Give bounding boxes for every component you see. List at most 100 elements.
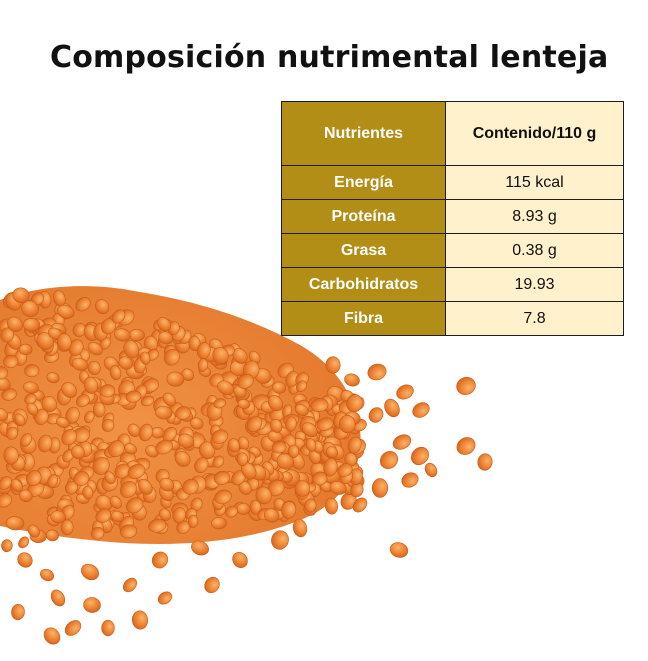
lentil-grain (40, 568, 54, 582)
lentil-grain (212, 346, 229, 365)
lentil-grain (84, 410, 95, 424)
lentil-grain (0, 366, 8, 380)
lentil-grain (232, 552, 248, 568)
lentil-grain (95, 508, 112, 523)
lentil-grain (248, 350, 261, 364)
nutrient-name: Grasa (281, 233, 446, 268)
lentil-grain (55, 416, 70, 428)
nutrient-value: 115 kcal (445, 165, 624, 200)
lentil-grain (338, 415, 356, 434)
lentil-grain (237, 373, 254, 389)
lentil-grain (50, 589, 66, 607)
lentil-grain (389, 542, 409, 558)
lentil-grain (138, 423, 153, 442)
lentil-grain (131, 610, 149, 630)
lentil-grain (227, 438, 240, 453)
lentil-grain (41, 396, 58, 413)
lentil-grain (5, 516, 25, 531)
lentil-grain (6, 316, 23, 332)
lentil-grain (456, 437, 476, 455)
lentil-grain (159, 508, 171, 521)
lentil-grain (271, 530, 289, 550)
lentil-grain (145, 445, 159, 458)
lentil-grain (477, 453, 493, 471)
lentil-grain (172, 507, 186, 524)
lentil-grain (182, 478, 199, 495)
lentil-grain (325, 356, 341, 374)
lentil-grain (99, 384, 116, 398)
lentil-grain (83, 376, 99, 394)
lentil-grain (174, 451, 191, 467)
table-row: Proteína 8.93 g (281, 199, 624, 234)
lentil-grain (3, 354, 19, 369)
lentil-grain (456, 376, 476, 396)
nutrition-table: Nutrientes Contenido/110 g Energía 115 k… (281, 101, 624, 336)
lentil-grain (304, 498, 317, 513)
lentil-grain (108, 440, 125, 458)
lentil-grain (11, 603, 25, 621)
lentil-grain (236, 452, 249, 467)
lentil-grain (21, 300, 39, 318)
lentil-grain (213, 470, 231, 485)
lentil-grain (104, 471, 116, 485)
lentil-grain (249, 499, 262, 516)
lentil-grain (57, 304, 75, 319)
lentil-grain (114, 328, 131, 342)
lentil-grain (352, 497, 368, 513)
lentil-grain (190, 417, 204, 430)
lentil-grain (26, 470, 42, 487)
lentil-grain (166, 371, 185, 387)
lentil-grain (159, 477, 175, 492)
lentil-grain (157, 591, 173, 605)
lentil-grain (213, 398, 227, 409)
lentil-grain (329, 481, 347, 495)
lentil-grain (23, 318, 41, 332)
lentil-grain (118, 356, 133, 370)
lentil-grain (129, 328, 145, 342)
lentil-grain (337, 463, 353, 477)
lentil-grain (80, 563, 100, 581)
lentil-grain (56, 333, 72, 351)
lentil-grain (24, 393, 37, 405)
nutrient-name: Proteína (281, 199, 446, 234)
lentil-grain (18, 536, 30, 549)
lentil-grain (61, 429, 77, 446)
lentil-grain (162, 392, 176, 407)
lentil-grain (211, 429, 229, 444)
table-row: Grasa 0.38 g (281, 233, 624, 268)
lentil-grain (194, 457, 209, 474)
lentil-grain (109, 365, 122, 381)
lentil-grain (95, 494, 113, 512)
nutrient-value: 8.93 g (445, 199, 624, 234)
lentil-grain (27, 524, 40, 538)
lentil-grain (287, 444, 299, 458)
lentil-grain (3, 446, 19, 465)
lentil-grain (367, 363, 387, 381)
table-header-row: Nutrientes Contenido/110 g (281, 101, 624, 166)
lentil-grain (344, 373, 360, 387)
table-row: Fibra 7.8 (281, 301, 624, 336)
lentil-grain (295, 404, 309, 416)
lentil-grain (10, 478, 23, 492)
lentil-grain (158, 331, 174, 345)
lentil-grain (123, 340, 140, 359)
lentil-grain (140, 351, 151, 365)
lentil-grain (87, 341, 103, 356)
lentil-grain (412, 402, 430, 418)
lentil-grain (148, 518, 167, 533)
lentil-grain (384, 398, 400, 418)
lentil-grain (114, 463, 131, 479)
lentil-grain (379, 451, 399, 469)
lentil-grain (123, 577, 137, 593)
lentil-grain (127, 463, 146, 479)
lentil-grain (101, 619, 115, 637)
lentil-grain (392, 434, 412, 450)
lentil-grain (109, 495, 122, 509)
lentil-grain (163, 348, 180, 366)
lentil-grain (61, 382, 77, 398)
lentil-grain (204, 576, 220, 594)
lentil-grain (75, 297, 91, 312)
lentil-grain (12, 287, 30, 304)
lentil-grain (294, 480, 311, 497)
nutrient-name: Fibra (281, 301, 446, 336)
